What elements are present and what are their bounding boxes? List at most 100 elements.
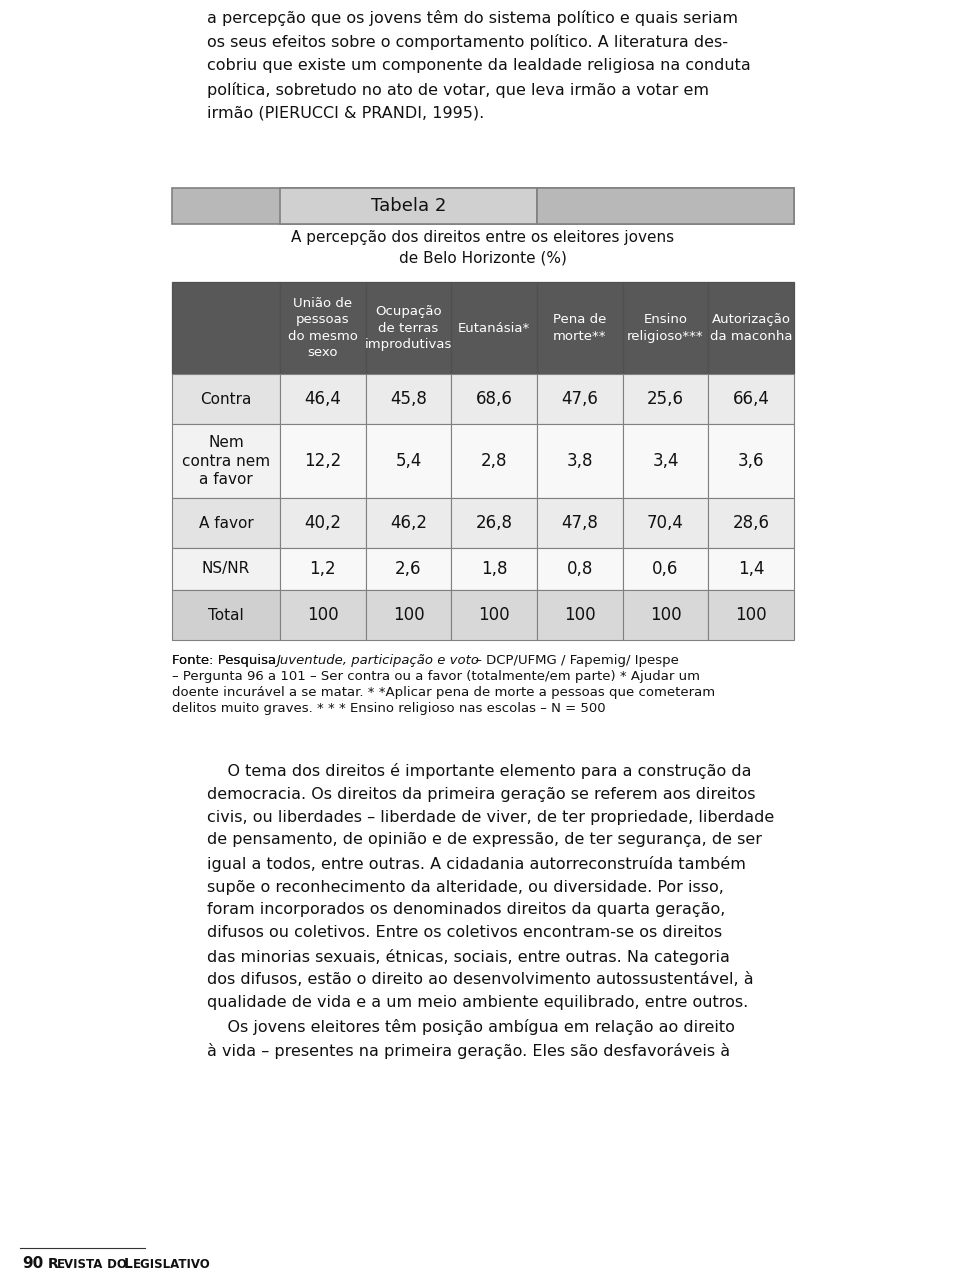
Text: 100: 100	[650, 607, 682, 624]
Text: – DCP/UFMG / Fapemig/ Ipespe: – DCP/UFMG / Fapemig/ Ipespe	[471, 654, 679, 667]
Text: delitos muito graves. * * * Ensino religioso nas escolas – N = 500: delitos muito graves. * * * Ensino relig…	[172, 702, 606, 715]
Text: A percepção dos direitos entre os eleitores jovens
de Belo Horizonte (%): A percepção dos direitos entre os eleito…	[292, 230, 675, 266]
Text: 2,8: 2,8	[481, 452, 508, 470]
Bar	[623, 282, 708, 374]
Bar	[172, 374, 280, 424]
Text: 66,4: 66,4	[732, 389, 770, 407]
Text: 45,8: 45,8	[390, 389, 427, 407]
Text: 100: 100	[564, 607, 595, 624]
Text: Nem
contra nem
a favor: Nem contra nem a favor	[182, 435, 270, 487]
Bar	[280, 548, 366, 590]
Bar	[366, 498, 451, 548]
Bar	[280, 188, 537, 223]
Text: 40,2: 40,2	[304, 515, 342, 533]
Bar	[537, 188, 794, 223]
Bar	[623, 424, 708, 498]
Bar	[623, 374, 708, 424]
Text: 90: 90	[22, 1257, 43, 1272]
Text: R: R	[48, 1257, 59, 1271]
Bar	[451, 424, 537, 498]
Bar	[537, 548, 623, 590]
Bar	[280, 282, 366, 374]
Text: 25,6: 25,6	[647, 389, 684, 407]
Bar	[451, 282, 537, 374]
Text: Total: Total	[208, 608, 244, 622]
Text: Fonte: Pesquisa Juventude, participação e voto: Fonte: Pesquisa Juventude, participação …	[172, 654, 484, 667]
Bar	[708, 424, 794, 498]
Text: 1,2: 1,2	[309, 561, 336, 578]
Text: Pena de
morte**: Pena de morte**	[553, 313, 607, 342]
Text: 68,6: 68,6	[476, 389, 513, 407]
Text: 28,6: 28,6	[732, 515, 770, 533]
Bar	[708, 590, 794, 640]
Bar	[172, 188, 794, 223]
Text: L: L	[124, 1257, 132, 1271]
Bar	[537, 498, 623, 548]
Text: Ocupação
de terras
improdutivas: Ocupação de terras improdutivas	[365, 305, 452, 351]
Bar	[708, 282, 794, 374]
Text: Tabela 2: Tabela 2	[371, 197, 446, 215]
Text: 100: 100	[307, 607, 339, 624]
Text: 70,4: 70,4	[647, 515, 684, 533]
Text: – Pergunta 96 a 101 – Ser contra ou a favor (totalmente/em parte) * Ajudar um: – Pergunta 96 a 101 – Ser contra ou a fa…	[172, 670, 700, 683]
Bar	[451, 498, 537, 548]
Text: a percepção que os jovens têm do sistema político e quais seriam
os seus efeitos: a percepção que os jovens têm do sistema…	[207, 10, 751, 120]
Text: EVISTA: EVISTA	[57, 1258, 104, 1271]
Text: 0,6: 0,6	[652, 561, 679, 578]
Text: União de
pessoas
do mesmo
sexo: União de pessoas do mesmo sexo	[288, 296, 358, 359]
Text: 0,8: 0,8	[566, 561, 593, 578]
Bar	[537, 282, 623, 374]
Bar	[366, 548, 451, 590]
Bar	[451, 548, 537, 590]
Text: O tema dos direitos é importante elemento para a construção da
democracia. Os di: O tema dos direitos é importante element…	[207, 762, 775, 1059]
Bar	[623, 498, 708, 548]
Bar	[172, 548, 280, 590]
Text: 26,8: 26,8	[475, 515, 513, 533]
Text: DO: DO	[103, 1258, 131, 1271]
Text: 1,8: 1,8	[481, 561, 508, 578]
Text: 3,6: 3,6	[738, 452, 764, 470]
Text: 12,2: 12,2	[304, 452, 342, 470]
Text: 5,4: 5,4	[396, 452, 421, 470]
Bar	[172, 424, 280, 498]
Bar	[172, 498, 280, 548]
Bar	[708, 548, 794, 590]
Bar	[366, 374, 451, 424]
Text: doente incurável a se matar. * *Aplicar pena de morte a pessoas que cometeram: doente incurável a se matar. * *Aplicar …	[172, 686, 715, 699]
Text: Juventude, participação e voto: Juventude, participação e voto	[276, 654, 479, 667]
Bar	[537, 374, 623, 424]
Bar	[172, 590, 280, 640]
Bar	[366, 590, 451, 640]
Bar	[451, 590, 537, 640]
Bar	[708, 374, 794, 424]
Bar	[708, 498, 794, 548]
Bar	[172, 282, 280, 374]
Text: 46,2: 46,2	[390, 515, 427, 533]
Text: 47,8: 47,8	[562, 515, 598, 533]
Text: A favor: A favor	[199, 516, 253, 530]
Text: Fonte: Pesquisa: Fonte: Pesquisa	[172, 654, 280, 667]
Text: 3,4: 3,4	[652, 452, 679, 470]
Text: 1,4: 1,4	[738, 561, 764, 578]
Text: 100: 100	[393, 607, 424, 624]
Bar	[366, 424, 451, 498]
Text: 100: 100	[478, 607, 510, 624]
Bar	[280, 590, 366, 640]
Bar	[537, 424, 623, 498]
Text: 46,4: 46,4	[304, 389, 341, 407]
Text: NS/NR: NS/NR	[202, 562, 251, 576]
Text: Ensino
religioso***: Ensino religioso***	[627, 313, 704, 342]
Text: 47,6: 47,6	[562, 389, 598, 407]
Text: Eutanásia*: Eutanásia*	[458, 322, 530, 335]
Text: Autorização
da maconha: Autorização da maconha	[709, 313, 792, 342]
Text: Fonte: Pesquisa: Fonte: Pesquisa	[172, 654, 280, 667]
Text: Contra: Contra	[201, 392, 252, 406]
Bar	[537, 590, 623, 640]
Bar	[366, 282, 451, 374]
Text: 100: 100	[735, 607, 767, 624]
Text: 3,8: 3,8	[566, 452, 593, 470]
Text: EGISLATIVO: EGISLATIVO	[133, 1258, 211, 1271]
Bar	[280, 374, 366, 424]
Bar	[280, 424, 366, 498]
Text: 2,6: 2,6	[396, 561, 421, 578]
